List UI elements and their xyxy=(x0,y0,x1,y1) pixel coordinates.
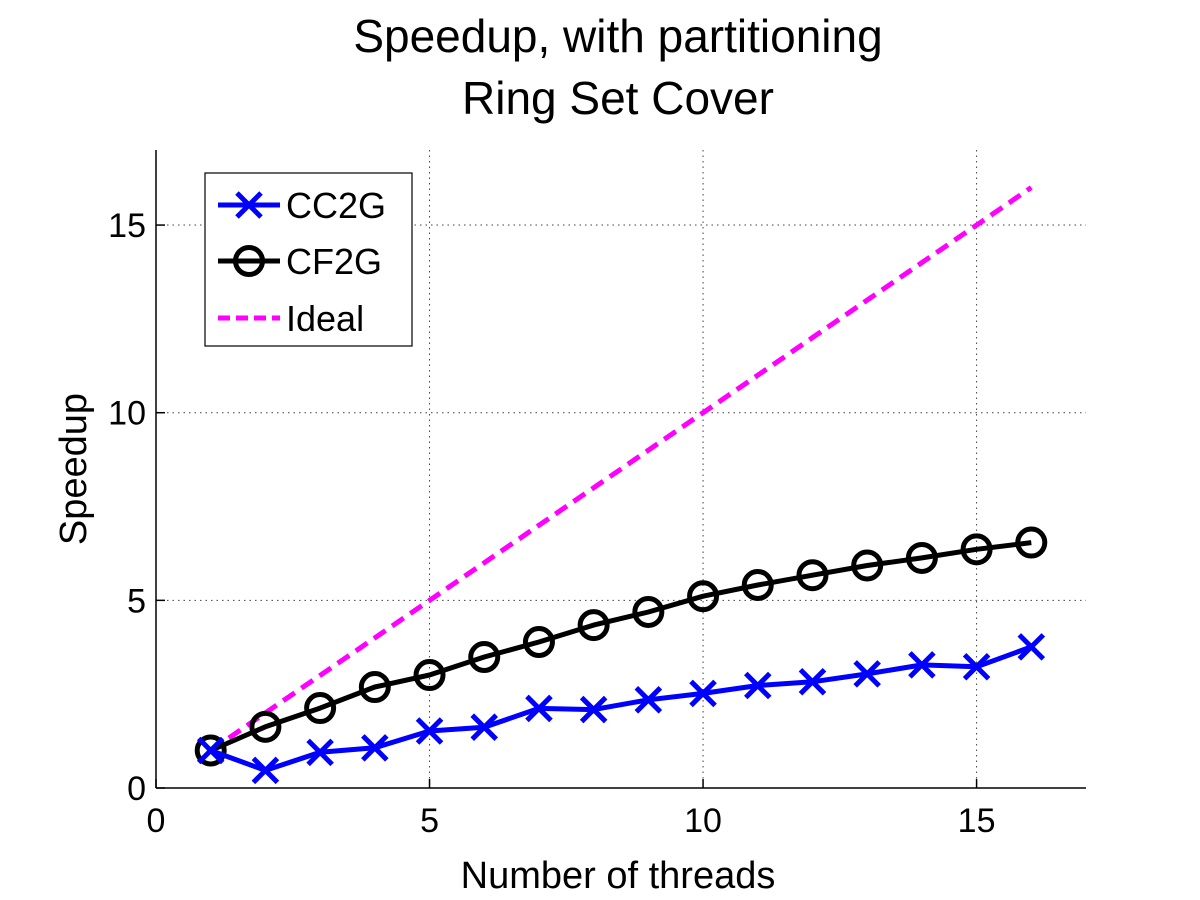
data-point-cc2g xyxy=(962,653,991,681)
y-tick-label: 10 xyxy=(108,395,146,433)
y-tick-label: 15 xyxy=(108,207,146,245)
data-point-cc2g xyxy=(306,738,334,767)
data-point-cf2g xyxy=(1015,526,1048,559)
data-point-cf2g xyxy=(249,710,282,743)
series-line-cc2g xyxy=(209,644,1033,773)
data-point-cf2g xyxy=(741,568,774,601)
data-point-cc2g xyxy=(853,660,881,688)
data-point-cc2g xyxy=(196,736,225,765)
data-point-cf2g xyxy=(522,626,555,659)
legend-label-cf2g: CF2G xyxy=(286,241,382,282)
data-point-cc2g xyxy=(251,756,280,785)
x-tick-label: 5 xyxy=(420,802,439,840)
data-point-cf2g xyxy=(796,559,829,592)
data-point-cf2g xyxy=(905,541,938,574)
legend-label-ideal: Ideal xyxy=(286,298,364,339)
series-layer xyxy=(194,185,1048,785)
legend-label-cc2g: CC2G xyxy=(286,185,386,226)
y-tick-label: 5 xyxy=(127,582,146,620)
data-point-cf2g xyxy=(194,734,227,767)
x-tick-label: 15 xyxy=(958,802,996,840)
data-point-cc2g xyxy=(415,717,444,745)
legend: CC2G CF2G Ideal xyxy=(204,172,413,347)
data-point-cf2g xyxy=(358,671,391,704)
tick-layer: 0 5 10 15 0 5 10 15 xyxy=(108,207,995,840)
data-point-cc2g xyxy=(689,679,717,708)
series-line-cf2g xyxy=(209,540,1032,753)
data-point-cc2g xyxy=(1017,633,1046,661)
data-point-cc2g xyxy=(470,713,499,741)
x-axis-label: Number of threads xyxy=(461,855,776,897)
chart-title-line-1: Speedup, with partitioning xyxy=(353,10,882,62)
data-point-cf2g xyxy=(632,595,665,628)
data-point-cf2g xyxy=(687,580,720,613)
y-tick-label: 0 xyxy=(127,770,146,808)
data-point-cc2g xyxy=(908,651,936,679)
data-point-cf2g xyxy=(851,549,884,582)
data-point-cf2g xyxy=(468,641,501,674)
x-tick-label: 0 xyxy=(147,802,166,840)
data-point-cf2g xyxy=(413,659,446,692)
data-point-cc2g xyxy=(798,668,827,696)
data-point-cc2g xyxy=(634,686,663,714)
x-tick-label: 10 xyxy=(684,802,722,840)
data-point-cf2g xyxy=(304,692,337,725)
series-line-ideal xyxy=(209,185,1033,753)
chart-title-line-2: Ring Set Cover xyxy=(462,72,774,124)
data-point-cf2g xyxy=(577,609,610,642)
data-point-cc2g xyxy=(579,695,608,724)
data-point-cc2g xyxy=(361,734,389,762)
data-point-cf2g xyxy=(960,533,993,566)
legend-marker-cf2g xyxy=(233,245,265,277)
y-axis-label: Speedup xyxy=(53,393,95,545)
data-point-cc2g xyxy=(525,694,553,723)
data-point-cc2g xyxy=(743,671,772,700)
legend-marker-cc2g xyxy=(235,191,263,219)
